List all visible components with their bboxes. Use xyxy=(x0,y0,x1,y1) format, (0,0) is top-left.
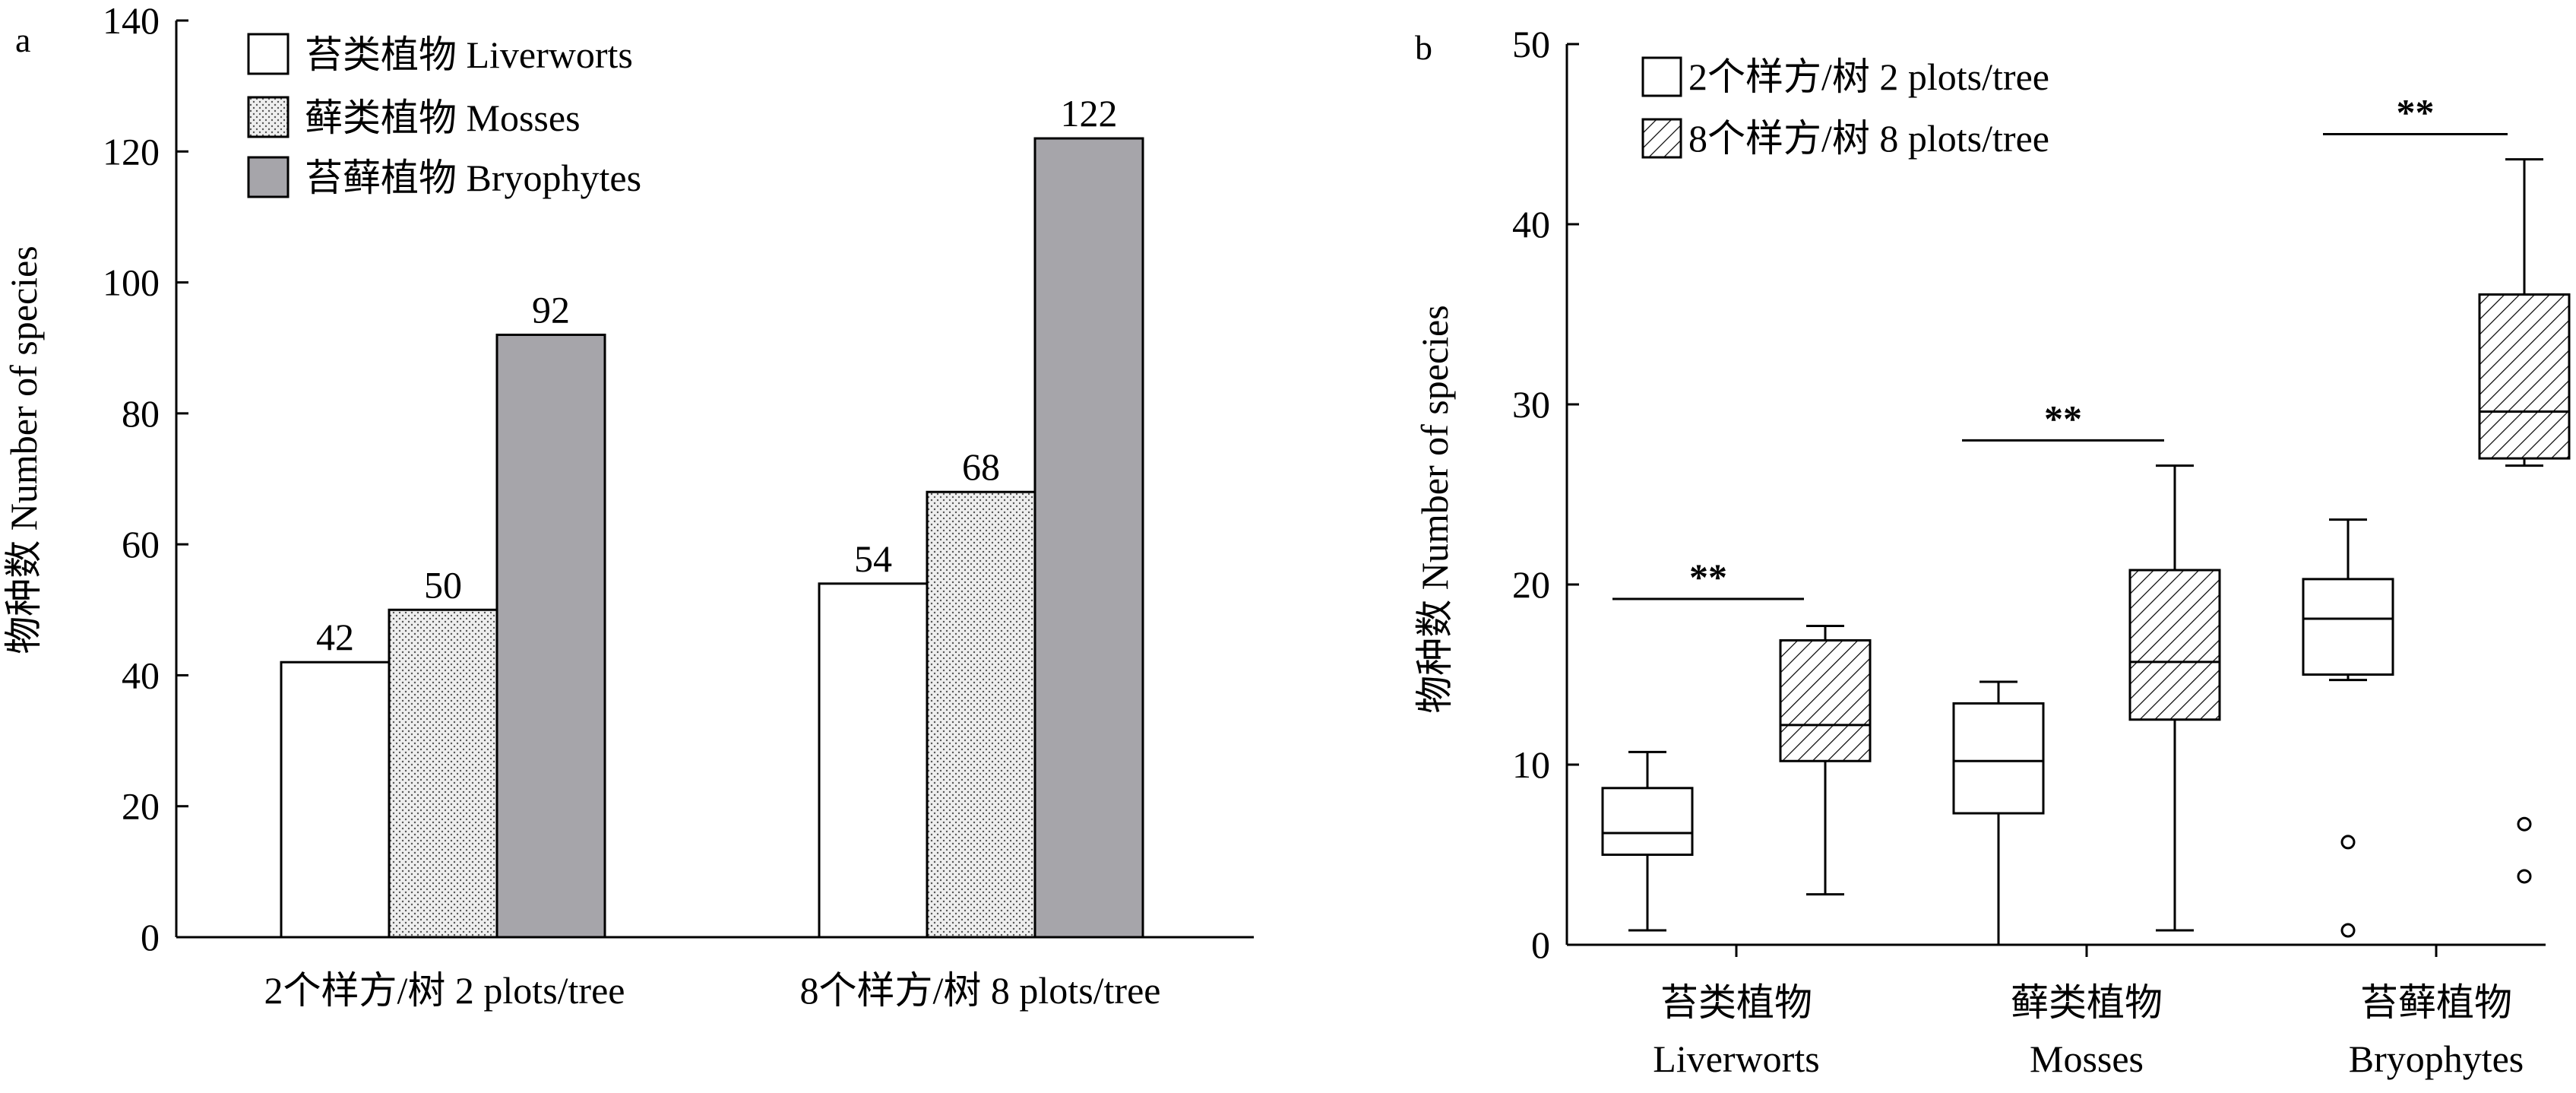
box-iqr xyxy=(1952,702,2045,815)
box xyxy=(1779,625,1872,896)
legend-swatch xyxy=(247,156,290,198)
significance-label: ** xyxy=(2044,397,2082,439)
legend-label: 藓类植物 Mosses xyxy=(305,97,581,139)
y-tick-label: 20 xyxy=(1512,563,1550,606)
x-tick-label-zh: 苔类植物 xyxy=(1660,981,1812,1024)
bar-chart-panel: a 物种数 Number of species 0 20 40 60 80 100 120 1… xyxy=(2,0,1254,1012)
y-axis-label: 物种数 Number of species xyxy=(1413,305,1456,713)
data-label: 54 xyxy=(854,537,892,580)
y-tick-label: 30 xyxy=(1512,383,1550,426)
y-tick-label: 40 xyxy=(1512,203,1550,246)
outlier-point xyxy=(2340,835,2356,850)
legend: 苔类植物 Liverworts 藓类植物 Mosses 苔藓植物 Bryophyte… xyxy=(247,33,641,199)
legend-swatch xyxy=(1641,118,1682,159)
y-tick-label: 0 xyxy=(1531,924,1550,966)
x-tick-label-en: Liverworts xyxy=(1653,1038,1819,1080)
data-label: 92 xyxy=(532,288,570,331)
box-iqr xyxy=(1601,787,1694,857)
legend-label: 2个样方/树 2 plots/tree xyxy=(1688,55,2049,98)
data-label: 122 xyxy=(1061,92,1118,135)
legend-label: 8个样方/树 8 plots/tree xyxy=(1688,117,2049,160)
legend-swatch xyxy=(1641,56,1682,97)
y-tick-label: 60 xyxy=(122,523,160,566)
box-iqr xyxy=(2478,293,2571,460)
bar xyxy=(388,608,498,939)
legend-swatch xyxy=(247,96,290,138)
box xyxy=(1601,750,1694,932)
significance-label: ** xyxy=(1689,556,1727,598)
legend-label: 苔类植物 Liverworts xyxy=(305,33,633,76)
box-iqr xyxy=(2302,578,2394,676)
bar xyxy=(818,582,929,939)
x-tick-label-zh: 藓类植物 xyxy=(2011,981,2163,1024)
y-tick-label: 20 xyxy=(122,785,160,828)
x-tick-label-en: Mosses xyxy=(2030,1038,2144,1080)
outlier-point xyxy=(2340,923,2356,938)
x-tick-label-zh: 苔藓植物 xyxy=(2360,981,2512,1024)
panel-label: b xyxy=(1415,28,1432,67)
y-tick-label: 10 xyxy=(1512,743,1550,786)
significance-label: ** xyxy=(2397,91,2435,134)
x-tick-label: 8个样方/树 8 plots/tree xyxy=(800,969,1161,1012)
outlier-point xyxy=(2517,869,2532,884)
box xyxy=(2478,158,2571,884)
box-iqr xyxy=(1779,638,1872,762)
x-tick-label-en: Bryophytes xyxy=(2349,1038,2524,1080)
data-label: 42 xyxy=(316,616,354,658)
y-axis-label: 物种数 Number of species xyxy=(2,246,45,654)
bar xyxy=(926,490,1036,939)
y-tick-label: 140 xyxy=(103,0,160,42)
bar xyxy=(495,333,606,939)
x-tick-label: 2个样方/树 2 plots/tree xyxy=(264,969,625,1012)
y-tick-label: 120 xyxy=(103,130,160,173)
box-plot-panel: b 物种数 Number of species 0 10 20 30 40 50 苔类植物… xyxy=(1413,23,2571,1080)
legend-label: 苔藓植物 Bryophytes xyxy=(305,157,641,199)
panel-label: a xyxy=(15,21,30,59)
y-tick-label: 0 xyxy=(141,916,160,958)
box xyxy=(2128,464,2221,932)
legend-swatch xyxy=(247,33,290,75)
y-tick-label: 50 xyxy=(1512,23,1550,65)
outlier-point xyxy=(2517,816,2532,832)
y-tick-label: 80 xyxy=(122,392,160,435)
box xyxy=(2302,518,2394,938)
y-tick-label: 100 xyxy=(103,261,160,304)
bar xyxy=(280,661,391,939)
box-iqr xyxy=(2128,569,2221,721)
data-label: 50 xyxy=(424,563,462,606)
box xyxy=(1952,680,2045,946)
data-label: 68 xyxy=(962,445,1000,488)
bar xyxy=(1033,137,1144,939)
y-tick-label: 40 xyxy=(122,654,160,696)
legend: 2个样方/树 2 plots/tree 8个样方/树 8 plots/tree xyxy=(1641,55,2049,160)
